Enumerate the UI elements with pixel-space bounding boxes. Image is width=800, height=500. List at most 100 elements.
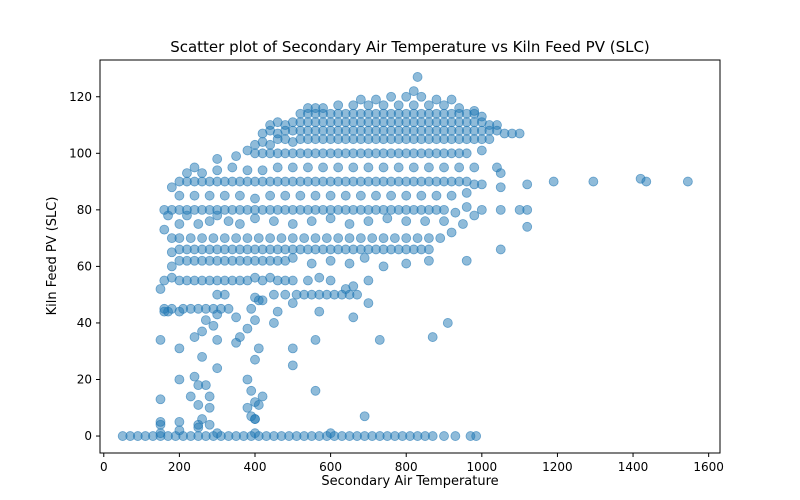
scatter-point	[363, 216, 374, 227]
scatter-point	[219, 233, 230, 244]
scatter-point	[310, 385, 321, 396]
scatter-point	[348, 100, 359, 111]
scatter-point	[442, 318, 453, 328]
scatter-point	[423, 162, 434, 173]
scatter-point	[287, 233, 298, 244]
scatter-point	[439, 431, 449, 441]
scatter-point	[378, 233, 389, 244]
scatter-point	[174, 190, 185, 201]
scatter-point	[446, 94, 457, 105]
scatter-point	[439, 216, 449, 227]
x-tick-label: 1000	[467, 460, 498, 474]
scatter-point	[461, 255, 472, 266]
scatter-point	[363, 100, 374, 111]
scatter-point	[344, 233, 355, 244]
scatter-point	[189, 190, 200, 201]
scatter-point	[355, 190, 366, 201]
scatter-point	[401, 91, 412, 102]
scatter-point	[495, 244, 506, 255]
scatter-point	[189, 332, 200, 342]
scatter-point	[219, 190, 230, 201]
scatter-point	[268, 289, 279, 300]
scatter-point	[492, 120, 502, 130]
scatter-point	[325, 213, 336, 224]
scatter-point	[450, 431, 461, 441]
scatter-point	[641, 176, 652, 187]
scatter-point	[408, 100, 419, 111]
scatter-point	[454, 103, 465, 113]
x-tick-label: 1200	[542, 460, 573, 474]
scatter-point	[408, 86, 419, 96]
scatter-point	[287, 298, 298, 309]
y-tick-label: 60	[77, 259, 92, 273]
scatter-point	[348, 281, 359, 292]
scatter-point	[204, 190, 215, 201]
scatter-point	[212, 363, 223, 374]
scatter-point	[469, 210, 480, 221]
scatter-point	[174, 233, 185, 244]
scatter-point	[303, 275, 313, 286]
scatter-point	[359, 411, 370, 422]
scatter-point	[682, 176, 693, 187]
scatter-point	[423, 100, 434, 111]
scatter-point	[367, 233, 378, 244]
scatter-point	[197, 233, 207, 244]
scatter-point	[310, 335, 321, 345]
scatter-point	[212, 165, 223, 176]
scatter-point	[450, 207, 461, 218]
scatter-point	[325, 428, 336, 439]
scatter-point	[469, 105, 480, 116]
scatter-point	[280, 289, 291, 300]
scatter-point	[423, 255, 434, 266]
scatter-point	[212, 428, 223, 439]
scatter-point	[189, 371, 200, 382]
scatter-point	[461, 148, 472, 159]
y-axis: 0 20 40 60 80 100 120	[69, 90, 100, 443]
scatter-point	[314, 306, 325, 317]
scatter-point	[412, 233, 423, 244]
scatter-point	[155, 335, 166, 345]
scatter-point	[382, 213, 393, 224]
scatter-point	[250, 213, 260, 224]
scatter-point	[416, 190, 427, 201]
scatter-point	[250, 354, 260, 365]
scatter-point	[234, 332, 245, 342]
scatter-point	[371, 190, 381, 201]
scatter-point	[234, 219, 245, 229]
scatter-point	[401, 258, 412, 269]
scatter-point	[231, 151, 242, 162]
scatter-point	[227, 162, 238, 173]
scatter-point	[185, 391, 196, 402]
scatter-point	[219, 289, 230, 300]
scatter-point	[242, 323, 253, 334]
scatter-point	[287, 219, 298, 229]
scatter-point	[359, 253, 370, 263]
scatter-point	[242, 374, 253, 385]
scatter-point	[431, 94, 442, 105]
scatter-point	[242, 165, 253, 176]
scatter-point	[476, 204, 487, 215]
x-tick-label: 400	[244, 460, 267, 474]
x-axis: 0 200 400 600 800 1000 1200 1400 1600	[100, 453, 724, 474]
scatter-point	[446, 190, 457, 201]
scatter-point	[155, 394, 166, 405]
scatter-point	[389, 233, 400, 244]
scatter-point	[287, 343, 298, 354]
y-tick-label: 20	[77, 372, 92, 386]
scatter-point	[182, 168, 192, 178]
scatter-point	[250, 428, 260, 439]
scatter-point	[427, 431, 438, 441]
scatter-point	[276, 233, 287, 244]
scatter-point	[333, 162, 344, 173]
scatter-point	[495, 204, 506, 215]
scatter-point	[231, 312, 242, 323]
scatter-point	[401, 216, 412, 227]
scatter-point	[272, 306, 283, 317]
scatter-point	[197, 326, 207, 337]
scatter-point	[476, 179, 487, 190]
scatter-point	[155, 284, 166, 294]
scatter-point	[318, 162, 328, 173]
scatter-point	[310, 233, 321, 244]
scatter-point	[208, 320, 219, 331]
